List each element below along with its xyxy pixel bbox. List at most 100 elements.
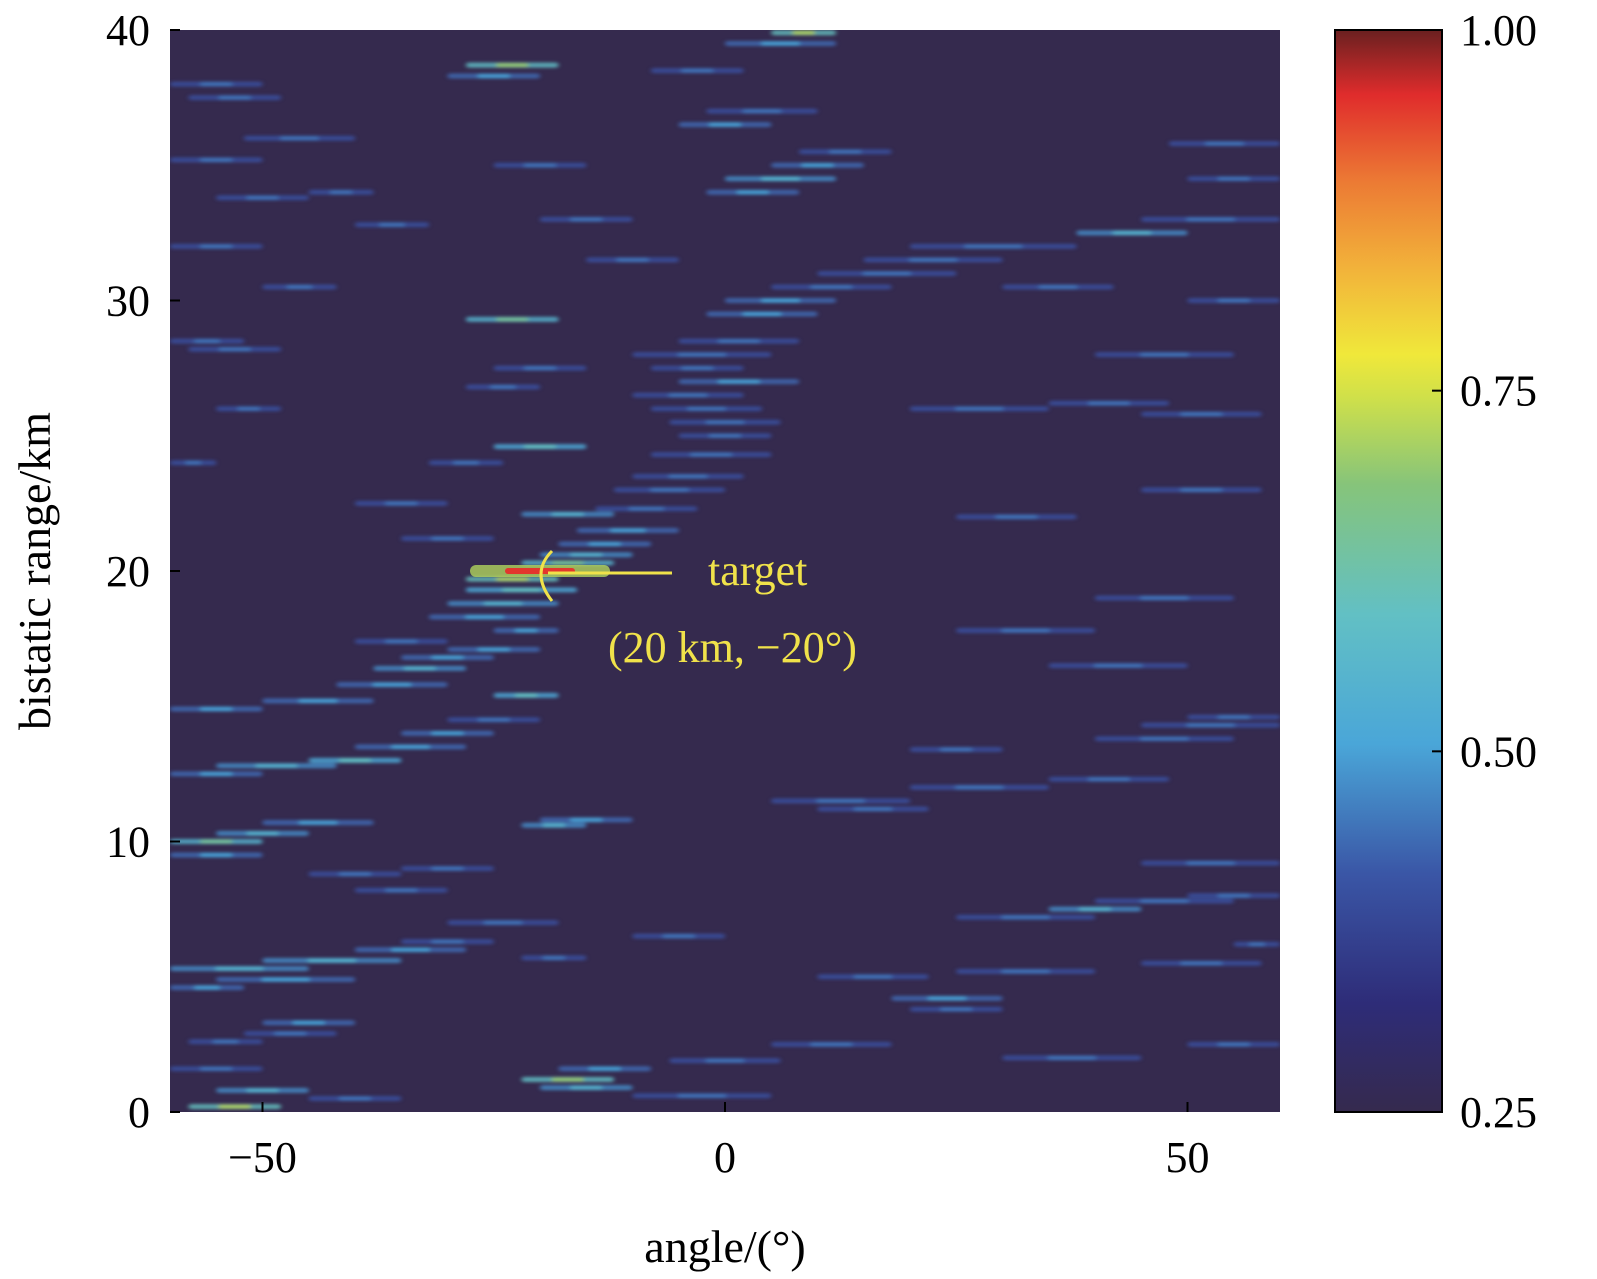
heatmap-streak-core	[280, 136, 319, 141]
heatmap-streak-core	[502, 587, 541, 592]
heatmap-streak-core	[477, 717, 510, 722]
heatmap-streak-core	[801, 163, 834, 168]
heatmap-streak-core	[551, 560, 584, 565]
heatmap-streak-core	[551, 1077, 584, 1082]
heatmap-streak-core	[705, 1058, 745, 1063]
heatmap-streak-core	[736, 190, 769, 195]
heatmap-streak-core	[862, 271, 912, 276]
heatmap-streak-core	[687, 406, 726, 411]
annotation-coordinates: (20 km, −20°)	[608, 623, 857, 672]
heatmap-streak-core	[218, 95, 251, 100]
heatmap-streak-core	[215, 966, 264, 971]
heatmap-streak-core	[1001, 915, 1050, 920]
heatmap-streak-core	[927, 996, 967, 1001]
heatmap-streak-core	[650, 487, 689, 492]
heatmap-streak-core	[523, 444, 557, 449]
heatmap-streak-core	[1038, 284, 1078, 289]
heatmap-streak-core	[1180, 487, 1223, 492]
heatmap-streak-core	[431, 536, 464, 541]
heatmap-streak-core	[385, 888, 418, 893]
heatmap-streak-core	[194, 339, 220, 344]
heatmap-streak-core	[761, 298, 800, 303]
heatmap-streak-core	[908, 257, 958, 262]
heatmap-streak-core	[246, 831, 279, 836]
heatmap-streak-core	[761, 176, 800, 181]
heatmap-streak-core	[200, 244, 233, 249]
heatmap-streak-core	[261, 977, 310, 982]
heatmap-streak-core	[298, 698, 338, 703]
heatmap-streak-core	[570, 1085, 603, 1090]
heatmap-streak-core	[1186, 861, 1235, 866]
heatmap-streak-core	[431, 655, 464, 660]
annotation-label: target	[708, 546, 807, 595]
heatmap-streak-core	[1217, 715, 1250, 720]
heatmap-streak-core	[218, 1104, 251, 1109]
heatmap-streak-core	[940, 1007, 973, 1012]
heatmap-streak-core	[588, 1066, 621, 1071]
y-tick-label: 40	[106, 6, 150, 55]
heatmap-streak-core	[431, 731, 464, 736]
plot-background	[170, 30, 1280, 1112]
heatmap-streak-core	[1186, 217, 1235, 222]
heatmap-streak-core	[1180, 412, 1223, 417]
heatmap-streak-core	[496, 63, 529, 68]
heatmap-streak-core	[307, 958, 357, 963]
heatmap-streak-core	[477, 73, 510, 78]
x-axis-ticks: −50 0 50	[228, 1102, 1210, 1182]
heatmap-streak-core	[1087, 777, 1130, 782]
x-tick-label: 0	[714, 1133, 736, 1182]
y-tick-label: 20	[106, 547, 150, 596]
heatmap-streak-core	[742, 312, 782, 317]
heatmap-streak-core	[616, 257, 649, 262]
y-tick-label: 10	[106, 818, 150, 867]
heatmap-streak-core	[218, 347, 251, 352]
heatmap-streak-core	[588, 541, 621, 546]
heatmap-streak-core	[570, 217, 603, 222]
heatmap-streak-core	[212, 1039, 239, 1044]
heatmap-streak-core	[292, 1020, 325, 1025]
y-axis-ticks: 0 10 20 30 40	[106, 6, 180, 1137]
heatmap-streak-core	[1186, 723, 1235, 728]
heatmap-streak-core	[372, 682, 412, 687]
heatmap-streak-core	[274, 1031, 307, 1036]
heatmap-streak-core	[496, 317, 529, 322]
heatmap-streak-core	[628, 506, 665, 511]
heatmap-streak-core	[338, 1096, 372, 1101]
heatmap-streak-core	[717, 339, 760, 344]
heatmap-streak-core	[610, 528, 646, 533]
heatmap-streak-core	[298, 820, 338, 825]
heatmap-streak-core	[523, 163, 557, 168]
heatmap-streak-core	[1093, 663, 1143, 668]
heatmap-streak-core	[385, 639, 418, 644]
heatmap-streak-core	[853, 807, 893, 812]
heatmap-streak-core	[995, 514, 1038, 519]
heatmap-streak-core	[1140, 596, 1189, 601]
heatmap-streak-core	[668, 393, 708, 398]
heatmap-streak-core	[338, 871, 372, 876]
heatmap-streak-core	[792, 30, 815, 35]
heatmap-streak-core	[705, 420, 745, 425]
heatmap-streak-core	[286, 284, 313, 289]
heatmap-streak-core	[742, 109, 782, 114]
heatmap-streak-core	[1047, 1055, 1097, 1060]
heatmap-streak-core	[677, 352, 727, 357]
heatmap-streak-core	[1140, 736, 1189, 741]
heatmap-streak-core	[403, 666, 436, 671]
heatmap-streak-core	[200, 706, 233, 711]
heatmap-streak-core	[940, 747, 973, 752]
x-axis-title: angle/(°)	[644, 1221, 805, 1272]
heatmap-streak-core	[810, 284, 853, 289]
heatmap-streak-core	[379, 222, 405, 227]
heatmap-streak-core	[185, 460, 202, 465]
heatmap-streak-core	[570, 552, 603, 557]
heatmap-streak-core	[668, 474, 708, 479]
heatmap-streak-core	[496, 577, 529, 582]
heatmap-streak-core	[829, 149, 862, 154]
heatmap-streak-core	[708, 433, 742, 438]
heatmap-streak-core	[1001, 628, 1050, 633]
heatmap-streak-core	[1217, 893, 1250, 898]
heatmap-streak-core	[431, 939, 464, 944]
y-tick-label: 30	[106, 277, 150, 326]
colorbar-tick-label: 0.75	[1460, 367, 1537, 416]
heatmap-streak-core	[1180, 961, 1223, 966]
